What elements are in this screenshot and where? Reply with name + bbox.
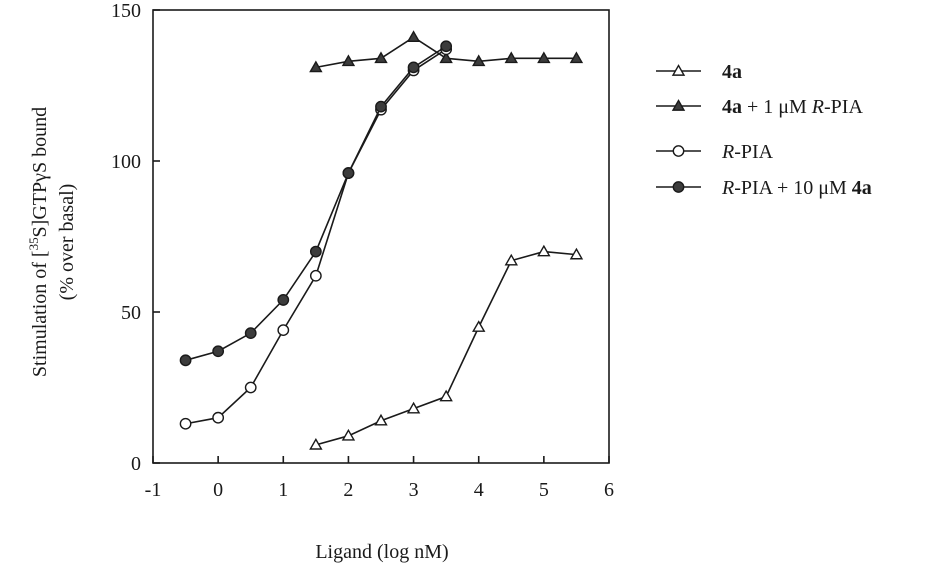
data-point [375,100,387,113]
y-axis-title-superscript: 35 [26,237,41,250]
x-tick-label: 2 [343,479,353,501]
x-tick-label: 6 [604,479,614,501]
data-point [569,247,584,260]
data-point [537,51,551,64]
series-3 [179,43,453,430]
data-point [440,40,453,53]
data-point [244,327,257,340]
series-line [185,45,447,362]
data-point [212,411,225,424]
plot-area [152,9,610,464]
legend: 4a 4a + 1 μM R-PIA R-PIA R-PIA + 10 μM 4a [656,61,872,199]
data-point [569,51,584,64]
data-point [277,324,290,337]
data-point [537,244,551,257]
data-point [439,51,453,64]
data-point [179,354,192,367]
series-4 [179,40,453,367]
x-tick-label: 1 [278,479,288,501]
plot-frame [152,9,610,464]
legend-label: 4a [722,61,742,83]
legend-label: R-PIA [721,141,774,163]
y-tick-label: 150 [111,0,141,22]
series-1 [309,244,584,450]
data-point [374,413,388,426]
data-point [341,428,356,441]
x-tick-label: 3 [409,479,419,501]
legend-marker [671,99,686,111]
data-point [277,294,290,306]
y-tick-label: 100 [111,151,141,173]
data-point [374,51,388,64]
x-axis-title: Ligand (log nM) [315,541,448,563]
data-point [342,167,355,179]
data-point [309,437,323,450]
data-point [244,381,257,394]
legend-item-2: 4a + 1 μM R-PIA [656,96,863,118]
data-point [341,54,356,67]
data-point [504,51,518,64]
legend-item-1: 4a [656,61,742,83]
y-tick-label: 0 [131,453,141,475]
series-line [315,250,577,446]
x-tick-label: 4 [474,479,484,501]
legend-marker [671,64,686,76]
data-point [212,345,225,358]
legend-label: 4a + 1 μM R-PIA [722,96,863,118]
y-axis-title-line2: (% over basal) [56,184,78,301]
data-point [472,320,486,332]
data-point [309,60,323,73]
data-point [439,389,453,402]
legend-marker [672,181,685,193]
y-tick-label: 50 [121,302,141,324]
legend-marker [672,145,685,157]
data-point [309,269,322,282]
data-point [504,253,518,266]
x-tick-label: -1 [145,479,162,501]
x-tick-label: 5 [539,479,549,501]
series-line [185,48,447,425]
data-point [309,245,322,258]
series-2 [309,30,584,73]
legend-item-3: R-PIA [656,141,774,163]
data-point [472,54,486,67]
data-point [407,61,420,74]
data-point [179,417,192,430]
data-point [406,30,421,43]
y-axis-title-line1: Stimulation of [35S]GTPγS bound [26,107,51,377]
x-tick-label: 0 [213,479,223,501]
data-point [406,401,421,414]
y-axis-title: Stimulation of [35S]GTPγS bound (% over … [26,107,78,377]
legend-item-4: R-PIA + 10 μM 4a [656,177,872,199]
legend-label: R-PIA + 10 μM 4a [721,177,872,199]
